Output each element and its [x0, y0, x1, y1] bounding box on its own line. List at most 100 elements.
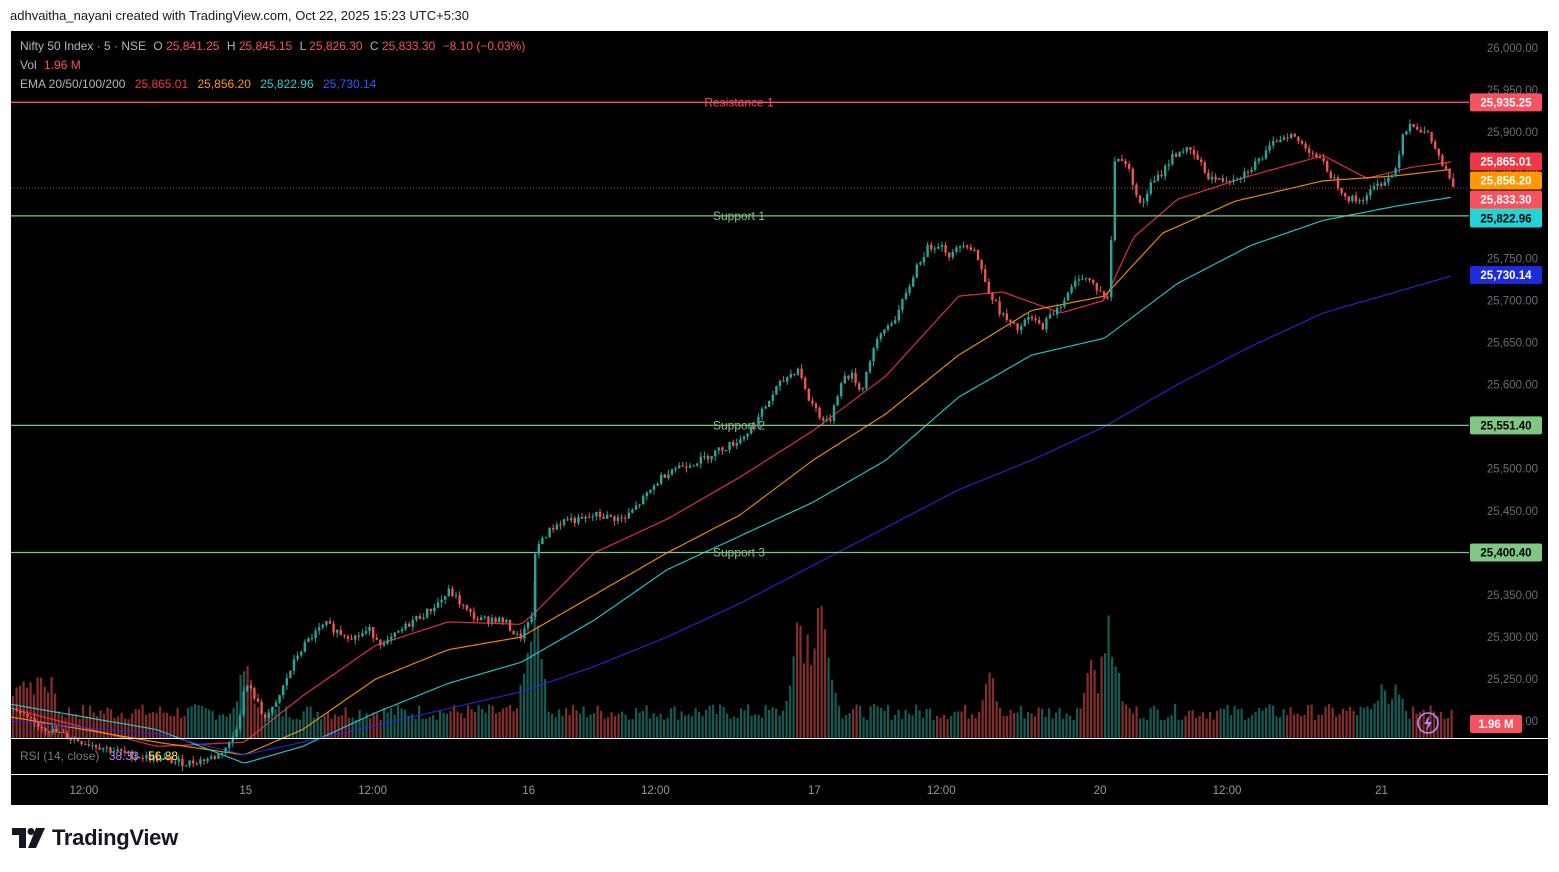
- volume-bar: [351, 717, 354, 738]
- volume-bar: [603, 718, 606, 738]
- candle-body: [969, 247, 972, 250]
- volume-bar: [1125, 704, 1128, 738]
- candle-body: [649, 489, 652, 493]
- candle-body: [1326, 161, 1329, 172]
- candle-body: [1344, 193, 1347, 197]
- candle-body: [1437, 148, 1440, 156]
- volume-bar: [1072, 719, 1075, 738]
- attribution: adhvaitha_nayani created with TradingVie…: [10, 8, 470, 23]
- candle-body: [1347, 196, 1350, 202]
- candle-body: [224, 747, 227, 754]
- candle-body: [346, 636, 350, 639]
- price-mark-tag: [1470, 209, 1542, 228]
- candle-body: [1099, 290, 1102, 292]
- candle-body: [620, 517, 623, 519]
- volume-bar: [1002, 715, 1005, 738]
- candle-body: [825, 419, 828, 421]
- volume-bar: [1090, 659, 1093, 738]
- volume-bar: [295, 718, 298, 738]
- candle-body: [84, 743, 87, 745]
- candle-body: [1257, 158, 1260, 162]
- candle-body: [192, 760, 195, 764]
- volume-bar: [673, 706, 676, 738]
- chart-area[interactable]: Resistance 1 Support 1 Support 2 Support 3 …: [10, 31, 1548, 805]
- price-mark-tag: [1470, 152, 1542, 171]
- volume-bar: [1251, 714, 1254, 738]
- candle-body: [714, 450, 717, 457]
- volume-bar: [1268, 704, 1271, 738]
- y-tick-label: 25,900.00: [1487, 127, 1538, 139]
- candle-body: [912, 277, 915, 287]
- legend-rsi: RSI (14, close) 38.33 56.88: [20, 749, 178, 763]
- candle-body: [386, 639, 389, 644]
- volume-bar: [565, 708, 568, 738]
- level-label: Resistance 1: [704, 95, 774, 109]
- candle-body: [170, 758, 173, 763]
- volume-bar: [397, 704, 400, 738]
- volume-bar: [40, 677, 43, 738]
- volume-bar: [880, 707, 883, 738]
- volume-bar: [733, 716, 736, 738]
- candle-body: [634, 505, 638, 510]
- candle-body: [321, 624, 324, 628]
- candle-body: [408, 623, 411, 627]
- candle-body: [379, 639, 382, 646]
- candle-body: [868, 361, 872, 372]
- volume-bar: [1163, 719, 1166, 738]
- legend-open: 25,841.25: [166, 39, 220, 53]
- candle-body: [174, 761, 177, 763]
- candle-body: [703, 456, 706, 458]
- candle-body: [1027, 317, 1030, 320]
- volume-bar: [1419, 711, 1422, 738]
- alert-lightning-icon[interactable]: [1417, 712, 1439, 734]
- volume-bar: [75, 714, 78, 738]
- volume-bar: [1282, 709, 1285, 738]
- candle-body: [1081, 278, 1084, 280]
- rsi-value: 38.33: [109, 749, 139, 763]
- volume-bar: [442, 712, 445, 738]
- volume-bar: [645, 705, 648, 738]
- volume-bar: [505, 707, 508, 738]
- volume-bar: [817, 607, 820, 738]
- volume-bar: [1139, 718, 1142, 738]
- candle-body: [199, 759, 202, 765]
- candle-body: [919, 262, 922, 265]
- candle-body: [735, 443, 738, 446]
- candle-body: [584, 516, 587, 519]
- candle-body: [660, 474, 663, 484]
- volume-bar: [169, 715, 172, 738]
- candle-body: [487, 616, 490, 623]
- candle-body: [58, 732, 62, 734]
- candle-body: [292, 659, 296, 671]
- candle-body: [1070, 286, 1073, 293]
- candle-body: [670, 469, 674, 475]
- candle-body: [728, 441, 731, 451]
- candle-body: [523, 628, 526, 639]
- volume-bar: [1058, 707, 1061, 738]
- candle-body: [858, 383, 861, 390]
- candle-body: [1034, 318, 1037, 321]
- candle-body: [451, 588, 454, 596]
- volume-bar: [1128, 708, 1131, 738]
- volume-bar: [106, 707, 109, 738]
- candle-body: [865, 371, 868, 389]
- volume-bar: [978, 712, 981, 738]
- candle-body: [87, 743, 90, 746]
- volume-bar: [876, 706, 879, 738]
- volume-bar: [1118, 672, 1121, 738]
- candle-body: [55, 728, 58, 733]
- candle-body: [530, 616, 533, 623]
- volume-bar: [666, 717, 669, 738]
- candle-body: [933, 248, 936, 250]
- volume-bar: [1223, 708, 1226, 738]
- volume-bar: [1244, 719, 1247, 738]
- candle-body: [948, 252, 951, 258]
- volume-bar: [1314, 719, 1317, 738]
- candle-body: [418, 616, 422, 619]
- volume-bar: [183, 715, 186, 738]
- volume-bar: [1233, 705, 1236, 738]
- volume-bar: [1195, 718, 1198, 738]
- candle-body: [458, 595, 461, 605]
- legend-c-label: C: [370, 39, 379, 53]
